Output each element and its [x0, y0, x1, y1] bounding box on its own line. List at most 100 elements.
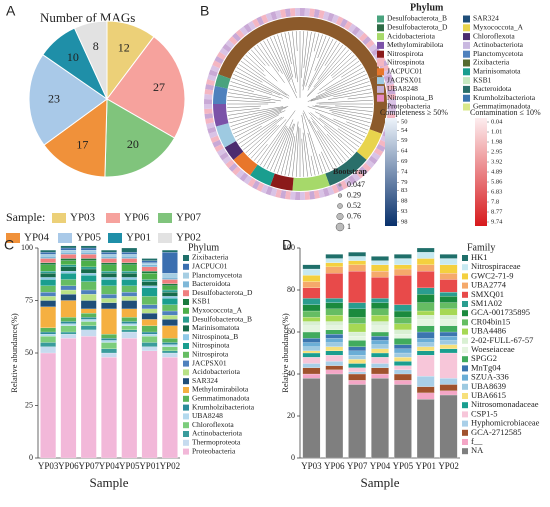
bar-segment	[60, 325, 77, 333]
bar-segment	[141, 334, 158, 337]
pie-slice	[43, 97, 108, 178]
bar-segment	[101, 357, 117, 459]
bar-segment	[141, 313, 158, 320]
legend-swatch	[377, 77, 384, 85]
branch	[234, 70, 282, 95]
bar-segment	[101, 252, 117, 255]
legend-swatch	[377, 68, 384, 76]
branch	[260, 42, 280, 72]
bar-segment	[394, 268, 412, 276]
bar-segment	[348, 302, 366, 310]
legend-label: YP03	[70, 212, 96, 224]
bar-segment	[302, 298, 321, 305]
bar-segment	[40, 352, 56, 459]
legend-label: Zixibacteria	[473, 58, 510, 67]
legend-swatch	[463, 15, 470, 23]
legend-label: Woeseiaceae	[471, 344, 515, 354]
heat-ring	[219, 47, 229, 57]
bar-segment	[80, 273, 97, 276]
bar-segment	[416, 302, 435, 312]
x-tick-label: YP02	[438, 461, 459, 471]
branch	[230, 81, 272, 95]
y-tick-label: 50	[25, 348, 33, 357]
bar-segment	[394, 304, 412, 312]
legend-swatch	[377, 103, 384, 111]
bar-segment	[141, 342, 158, 347]
bar-segment	[60, 247, 77, 251]
legend-label: Marinisomatota	[473, 67, 521, 76]
legend-label: Acidobacteriota	[192, 367, 241, 376]
bar-segment	[141, 271, 158, 274]
branch	[332, 60, 360, 81]
branch	[312, 120, 321, 133]
legend-swatch	[183, 351, 189, 358]
bar-segment	[101, 298, 117, 303]
bar-segment	[121, 331, 138, 339]
bar-segment	[439, 264, 458, 274]
y-tick-label: 40	[287, 369, 295, 378]
heat-ring	[216, 51, 227, 60]
bar-segment	[60, 279, 77, 286]
branch	[264, 114, 280, 123]
heat-ring	[309, 190, 316, 200]
bar-segment	[162, 342, 178, 345]
legend-title: Sample:	[6, 210, 45, 224]
bar-segment	[162, 319, 178, 326]
heat-ring	[284, 190, 291, 200]
bar-segment	[439, 394, 458, 459]
branch	[263, 126, 288, 168]
scale-label: 79	[401, 179, 408, 186]
legend-label: Methylomirabilota	[387, 40, 444, 49]
bar-segment	[121, 258, 138, 263]
branch	[227, 92, 269, 100]
legend-label: Desulfobacterota_D	[387, 23, 448, 32]
legend-swatch	[183, 431, 189, 437]
bar-segment	[302, 281, 321, 289]
heat-ring	[387, 104, 396, 110]
branch	[310, 112, 357, 151]
bar-segment	[40, 256, 56, 259]
heat-ring	[219, 151, 229, 161]
branch	[238, 64, 287, 96]
legend-swatch	[462, 328, 468, 335]
legend-label: Nitrospinota_B	[387, 93, 433, 102]
branch	[227, 108, 260, 112]
legend-swatch	[377, 24, 384, 32]
bar-segment	[325, 315, 344, 322]
bar-segment	[439, 378, 458, 385]
bar-segment	[60, 250, 77, 253]
heat-ring	[252, 18, 261, 28]
scale-label: 88	[401, 198, 408, 205]
bar-segment	[80, 317, 97, 320]
bar-segment	[80, 268, 97, 274]
heat-ring	[280, 9, 287, 18]
heat-ring	[260, 184, 269, 194]
bar-segment	[371, 331, 389, 337]
heat-ring	[232, 32, 242, 42]
bar-segment	[325, 321, 344, 326]
heat-ring	[243, 175, 253, 185]
legend-label: JACPSX01	[387, 75, 422, 84]
legend-label: YP05	[76, 232, 102, 244]
branch	[230, 113, 272, 127]
heat-ring	[239, 26, 249, 36]
bar-segment	[325, 302, 344, 310]
branch	[332, 57, 357, 79]
branch	[284, 32, 292, 65]
scale-label: 83	[401, 187, 408, 194]
bar-segment	[162, 357, 178, 459]
y-tick-label: 25	[25, 400, 33, 409]
legend-label: Myxococcota_A	[473, 23, 524, 32]
bar-segment	[162, 283, 178, 286]
bar-segment	[80, 266, 97, 270]
heat-ring	[383, 74, 393, 82]
bar-segment	[371, 260, 389, 265]
bar-segment	[394, 254, 412, 259]
branch	[229, 107, 287, 124]
bar-segment	[80, 321, 97, 326]
branch	[227, 99, 276, 103]
branch	[227, 105, 261, 109]
bar-segment	[325, 334, 344, 339]
bar-segment	[416, 399, 435, 459]
scale-label: 2.95	[491, 148, 502, 155]
